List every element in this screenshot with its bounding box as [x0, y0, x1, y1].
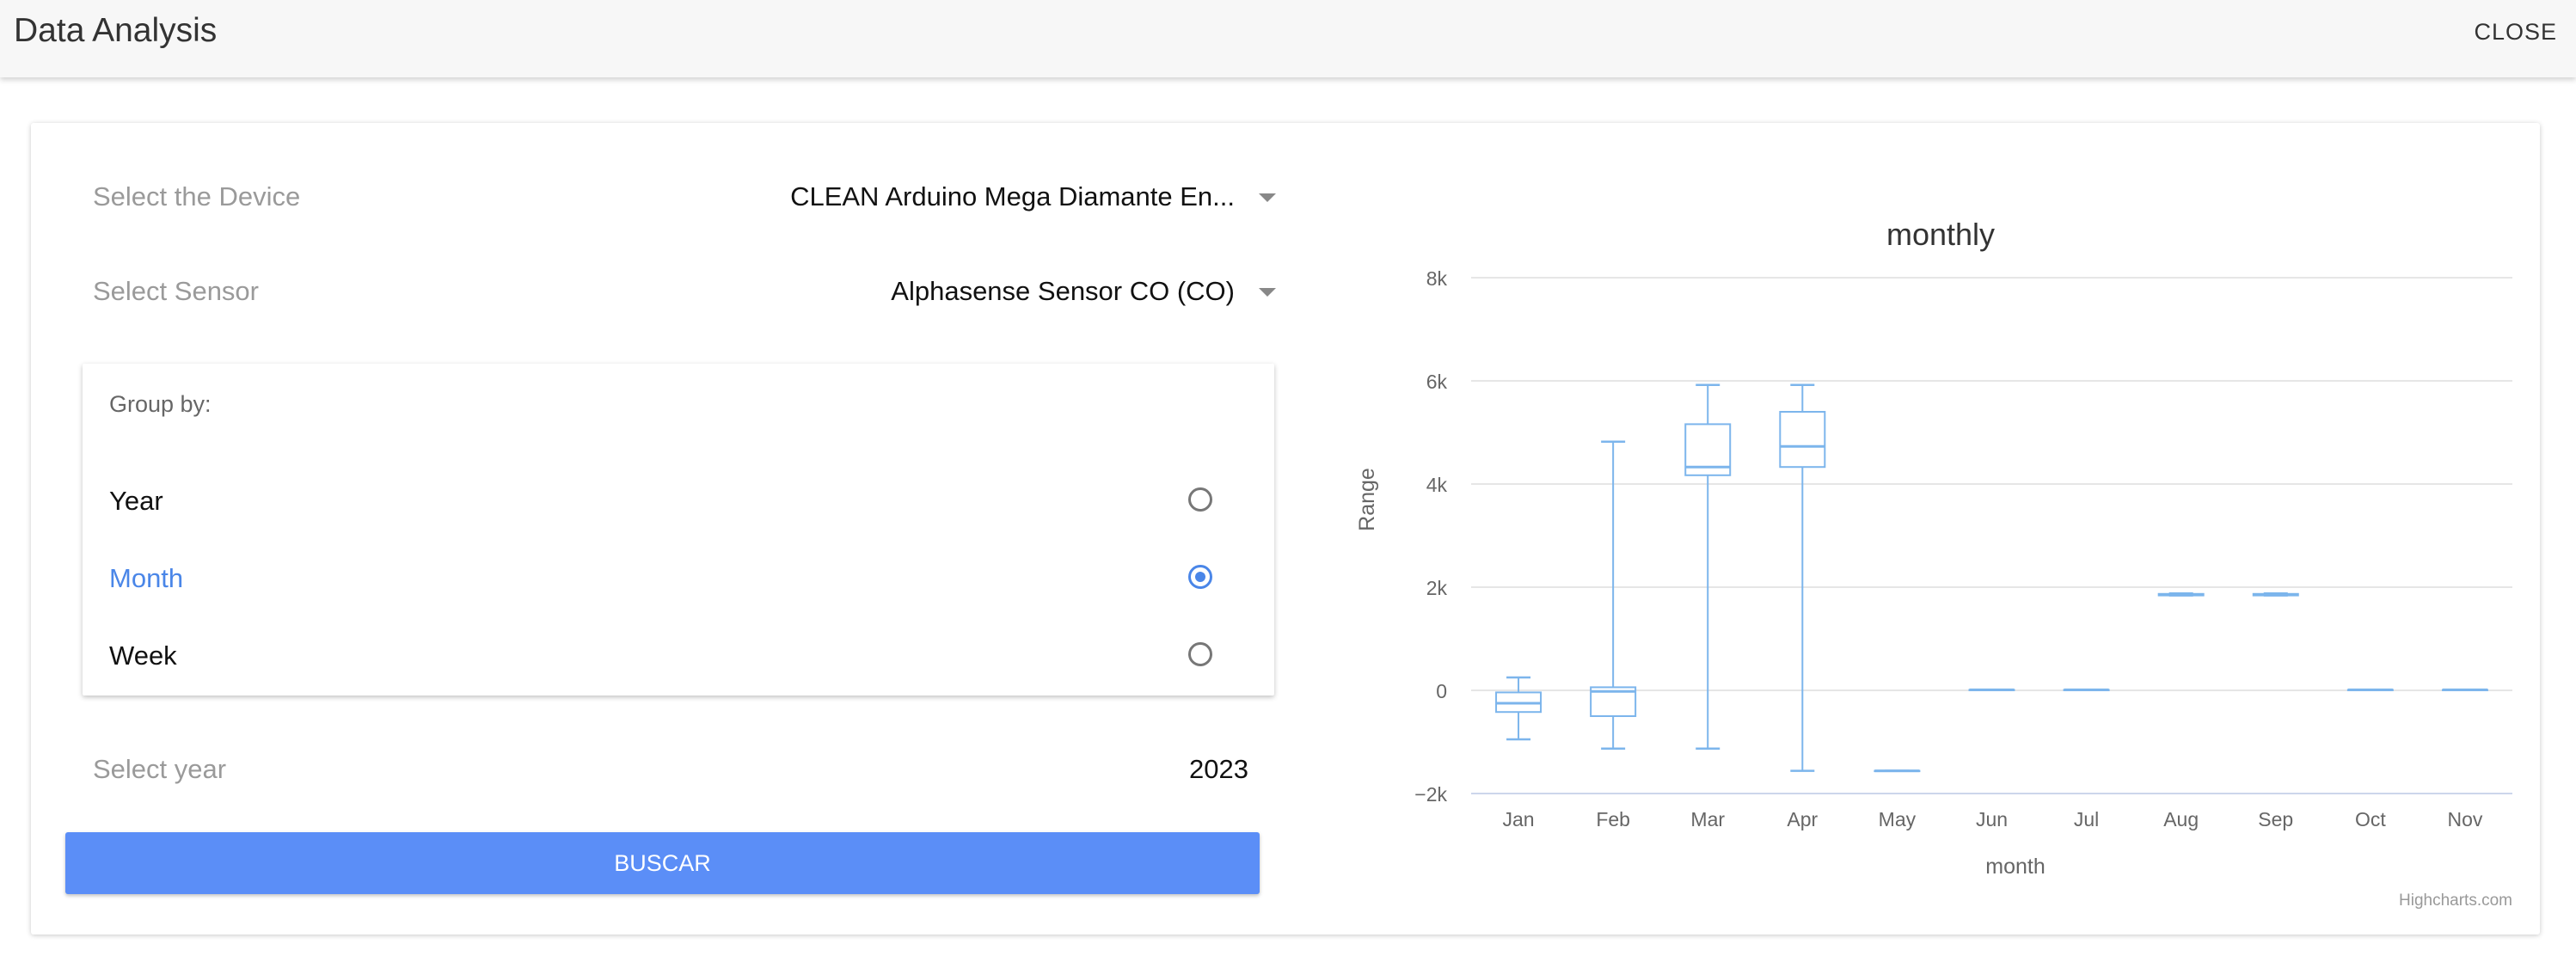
page-title: Data Analysis [14, 12, 218, 49]
group-option-week-radio[interactable] [1188, 642, 1212, 666]
year-input[interactable]: 2023 [1189, 754, 1248, 784]
group-option-month-label[interactable]: Month [109, 563, 184, 593]
x-tick-label: Apr [1787, 808, 1818, 830]
y-tick-label: 0 [1436, 680, 1447, 702]
group-option-month-radio[interactable] [1188, 565, 1212, 589]
sensor-select[interactable]: Alphasense Sensor CO (CO) [702, 269, 1286, 312]
group-by-title: Group by: [109, 391, 212, 417]
year-label: Select year [93, 754, 227, 784]
x-tick-label: May [1879, 808, 1917, 830]
box-nov [2441, 688, 2488, 691]
y-axis-title: Range [1355, 468, 1379, 531]
x-tick-label: Feb [1596, 808, 1630, 830]
device-select[interactable]: CLEAN Arduino Mega Diamante En... [702, 175, 1286, 218]
device-label: Select the Device [93, 181, 301, 211]
chart-title: monthly [1886, 217, 1995, 252]
x-tick-label: Oct [2355, 808, 2386, 830]
y-tick-label: 4k [1426, 474, 1448, 496]
y-tick-label: 6k [1426, 371, 1448, 393]
y-tick-label: −2k [1414, 783, 1447, 806]
top-bar: Data Analysis CLOSE [0, 0, 2576, 77]
box-body [1779, 411, 1826, 469]
x-tick-label: Nov [2448, 808, 2483, 830]
box-oct [2346, 688, 2394, 691]
box-sep [2252, 591, 2299, 597]
box-apr [1779, 383, 1826, 772]
x-tick-label: Jan [1502, 808, 1534, 830]
y-tick-label: 2k [1426, 577, 1448, 599]
box-feb [1590, 440, 1637, 751]
box-jul [2063, 688, 2110, 691]
boxplot-chart: monthly −2k 0 2k 4k 6k 8k Jan Feb Mar Apr May Jun J… [1338, 157, 2533, 914]
chevron-down-icon [1259, 288, 1276, 297]
group-by-panel: Group by: Year Month Week [83, 364, 1274, 696]
search-button[interactable]: BUSCAR [65, 832, 1260, 894]
group-option-year-radio[interactable] [1188, 487, 1212, 512]
box-mar [1684, 383, 1732, 751]
group-option-year-label[interactable]: Year [109, 486, 163, 516]
x-tick-label: Aug [2163, 808, 2199, 830]
x-tick-label: Sep [2258, 808, 2293, 830]
box-jun [1968, 688, 2015, 691]
device-select-value: CLEAN Arduino Mega Diamante En... [790, 181, 1235, 211]
x-tick-label: Jul [2074, 808, 2099, 830]
chart-svg: monthly −2k 0 2k 4k 6k 8k Jan Feb Mar Apr May Jun J… [1355, 217, 2512, 910]
group-option-week-label[interactable]: Week [109, 640, 177, 671]
box-aug [2157, 591, 2205, 597]
x-axis-title: month [1985, 855, 2045, 879]
box-jan [1495, 676, 1543, 741]
sensor-label: Select Sensor [93, 276, 259, 306]
close-button[interactable]: CLOSE [2474, 19, 2557, 45]
sensor-select-value: Alphasense Sensor CO (CO) [891, 276, 1235, 306]
analysis-card: Select the Device CLEAN Arduino Mega Dia… [31, 123, 2540, 935]
x-tick-label: Jun [1976, 808, 2008, 830]
y-tick-label: 8k [1426, 267, 1448, 290]
chart-credits: Highcharts.com [2399, 892, 2512, 910]
chevron-down-icon [1259, 193, 1276, 202]
x-tick-label: Mar [1690, 808, 1725, 830]
box-may [1874, 769, 1921, 773]
